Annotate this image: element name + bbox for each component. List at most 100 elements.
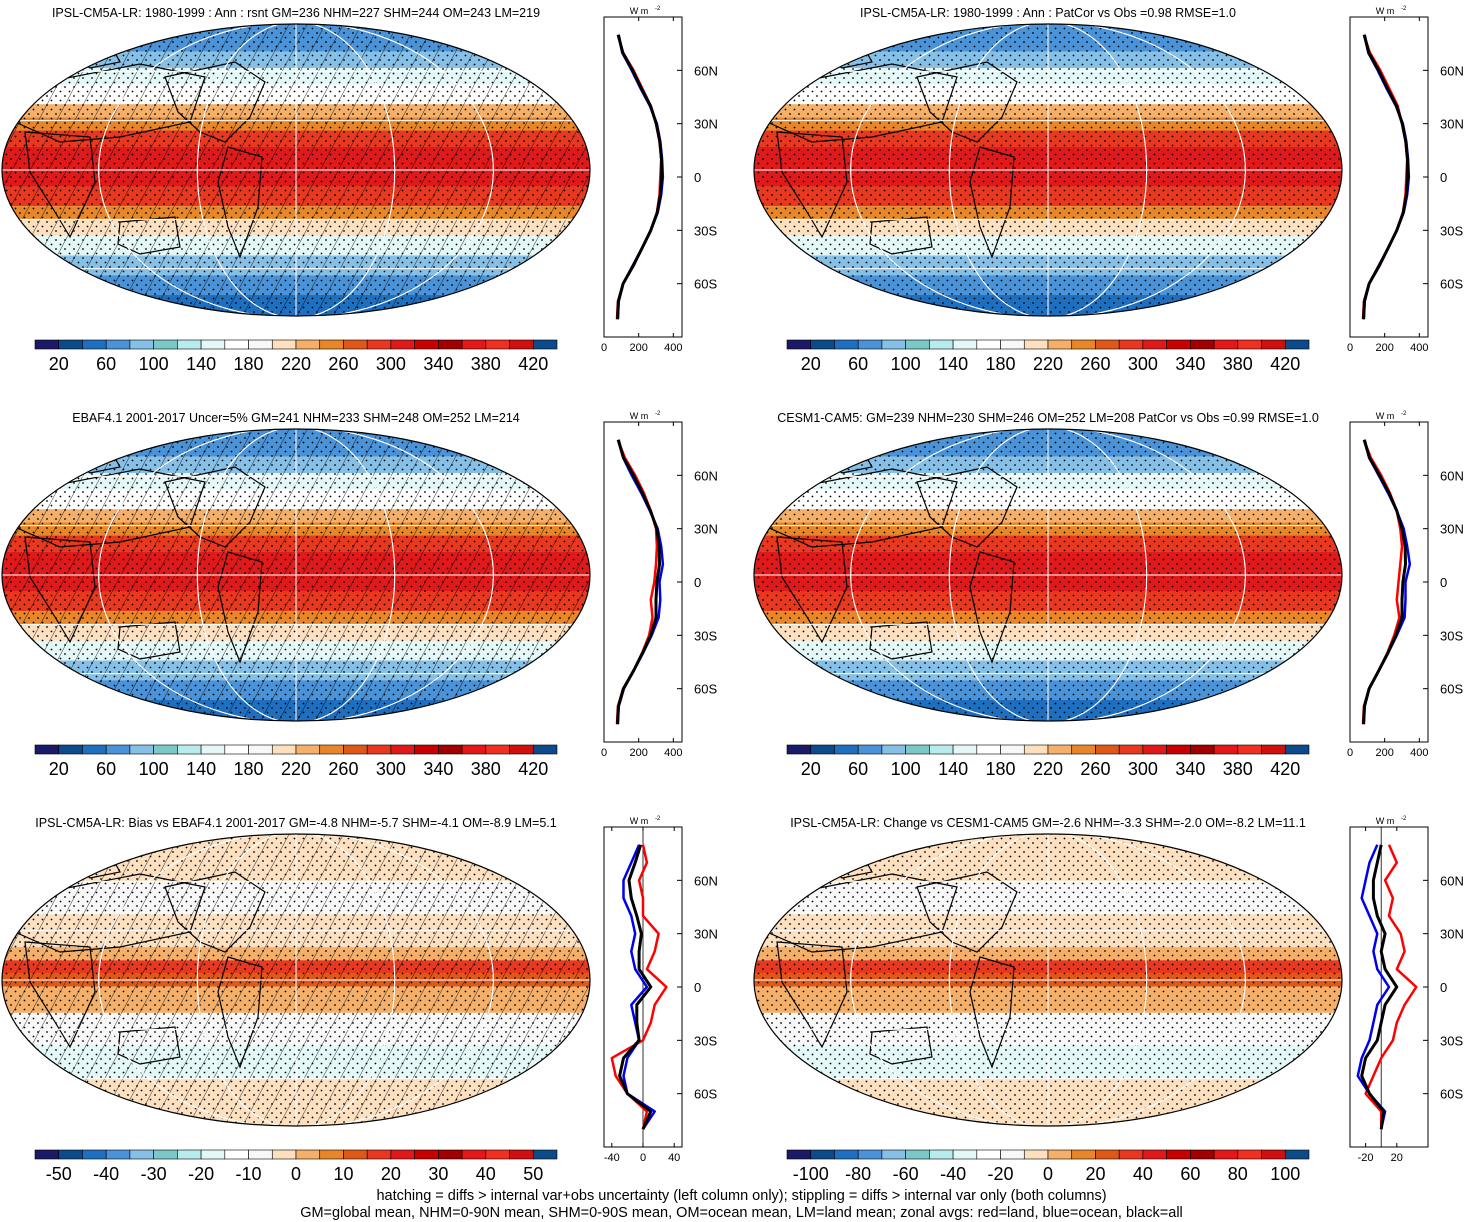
colorbar-label: 420 [1270, 759, 1300, 779]
colorbar-swatch [1237, 744, 1262, 755]
colorbar-label: 140 [186, 354, 216, 374]
colorbar-swatch [834, 339, 859, 350]
lat-tick-label: 60N [694, 468, 718, 483]
colorbar-swatch [1237, 339, 1262, 350]
colorbar-swatch [224, 339, 249, 350]
colorbar-label: 220 [1033, 759, 1063, 779]
colorbar-label: 260 [1080, 354, 1110, 374]
zonal-x-tick-label: 400 [664, 747, 682, 759]
colorbar-label: 420 [518, 759, 548, 779]
colorbar-swatch [390, 339, 415, 350]
colorbar-swatch [390, 1149, 415, 1160]
lat-tick-label: 0 [1440, 980, 1447, 995]
colorbar-swatch [929, 1149, 954, 1160]
colorbar-label: 20 [801, 759, 821, 779]
panel-title: IPSL-CM5A-LR: 1980-1999 : Ann : PatCor v… [860, 6, 1236, 20]
map-field [2, 834, 590, 1126]
zonal-line-all [1360, 844, 1399, 1130]
colorbar-swatch [414, 1149, 439, 1160]
colorbar-swatch [224, 744, 249, 755]
lat-tick-label: 30S [1440, 628, 1463, 643]
lat-tick-label: 30S [694, 223, 717, 238]
colorbar-swatch [129, 1149, 154, 1160]
colorbar-swatch [1095, 339, 1120, 350]
zonal-frame [603, 16, 683, 338]
colorbar-swatch [1047, 339, 1073, 350]
colorbar-label: 20 [49, 759, 69, 779]
colorbar-label: 40 [1133, 1164, 1153, 1184]
lat-tick-label: 0 [694, 980, 701, 995]
lat-tick-label: 30S [1440, 223, 1463, 238]
colorbar-swatch [485, 744, 510, 755]
colorbar-swatch [1166, 744, 1191, 755]
panel-title: IPSL-CM5A-LR: 1980-1999 : Ann : rsnt GM=… [52, 6, 540, 20]
zonal-line-all [1362, 439, 1407, 725]
colorbar-label: 340 [1175, 354, 1205, 374]
lat-tick-label: 30N [1440, 522, 1464, 537]
colorbar-label: 300 [376, 759, 406, 779]
colorbar-swatch [929, 339, 954, 350]
zonal-line-land [1361, 34, 1409, 320]
colorbar-swatch [1071, 744, 1096, 755]
colorbar-swatch [366, 1149, 392, 1160]
colorbar-label: 260 [1080, 759, 1110, 779]
colorbar-swatch [1071, 339, 1096, 350]
colorbar-swatch [129, 339, 154, 350]
colorbar-swatch [319, 339, 344, 350]
colorbar-swatch [1261, 339, 1286, 350]
colorbar-swatch [177, 744, 202, 755]
colorbar-swatch [1118, 339, 1144, 350]
map-outline [1, 833, 591, 1127]
colorbar-swatch [224, 1149, 249, 1160]
zonal-units: W m [1376, 411, 1395, 421]
panel-title: IPSL-CM5A-LR: Change vs CESM1-CAM5 GM=-2… [790, 816, 1306, 830]
colorbar-swatch [271, 744, 297, 755]
zonal-x-tick-label: 200 [1375, 747, 1393, 759]
zonal-line-ocean [622, 844, 656, 1130]
colorbar-label: 60 [96, 354, 116, 374]
colorbar-swatch [881, 1149, 906, 1160]
colorbar-swatch [905, 339, 930, 350]
lat-tick-label: 0 [694, 170, 701, 185]
panel-4: CESM1-CAM5: GM=239 NHM=230 SHM=246 OM=25… [753, 411, 1464, 779]
colorbar-swatch [834, 744, 859, 755]
colorbar-swatch [1071, 1149, 1096, 1160]
panel-3: EBAF4.1 2001-2017 Uncer=5% GM=241 NHM=23… [1, 411, 718, 779]
colorbar-label: 340 [423, 354, 453, 374]
panel-title: EBAF4.1 2001-2017 Uncer=5% GM=241 NHM=23… [72, 411, 520, 425]
colorbar-swatch [58, 339, 83, 350]
colorbar-swatch [1023, 744, 1049, 755]
zonal-line-all [618, 844, 653, 1130]
colorbar-swatch [786, 339, 812, 350]
colorbar-label: 380 [471, 759, 501, 779]
colorbar-label: 300 [1128, 759, 1158, 779]
colorbar-swatch [200, 1149, 226, 1160]
colorbar-swatch [319, 744, 344, 755]
panel-6: IPSL-CM5A-LR: Change vs CESM1-CAM5 GM=-2… [753, 816, 1464, 1184]
colorbar-label: 60 [1180, 1164, 1200, 1184]
colorbar-swatch [153, 744, 178, 755]
colorbar-swatch [1284, 744, 1310, 755]
colorbar-swatch [82, 339, 107, 350]
colorbar-swatch [1213, 339, 1239, 350]
colorbar-swatch [343, 339, 368, 350]
colorbar-swatch [1213, 744, 1239, 755]
footnote-line-1: hatching = diffs > internal var+obs unce… [376, 1188, 1107, 1204]
colorbar-label: 180 [234, 354, 264, 374]
colorbar-swatch [390, 744, 415, 755]
colorbar-swatch [1095, 744, 1120, 755]
colorbar-swatch [295, 339, 321, 350]
colorbar-swatch [248, 744, 273, 755]
zonal-frame [603, 421, 683, 743]
colorbar-label: 80 [1228, 1164, 1248, 1184]
colorbar-swatch [1142, 339, 1167, 350]
colorbar-label: -60 [893, 1164, 919, 1184]
colorbar-swatch [295, 1149, 321, 1160]
colorbar-swatch [929, 744, 954, 755]
colorbar-label: 220 [281, 354, 311, 374]
colorbar-swatch [271, 339, 297, 350]
colorbar-label: 260 [328, 759, 358, 779]
zonal-x-tick-label: 0 [1347, 342, 1353, 354]
colorbar-label: 140 [938, 759, 968, 779]
colorbar-swatch [1190, 339, 1215, 350]
